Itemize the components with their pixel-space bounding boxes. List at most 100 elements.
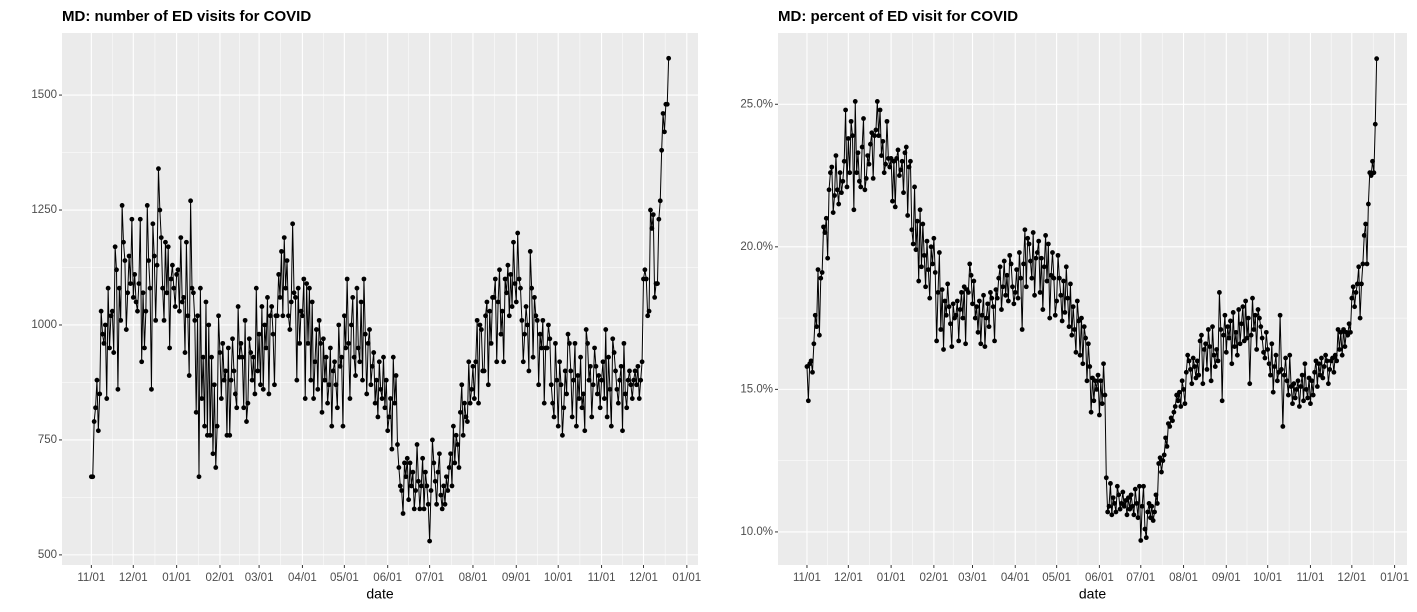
data-point — [664, 101, 670, 107]
data-point — [1113, 509, 1119, 515]
data-point — [1200, 381, 1206, 387]
data-point — [841, 158, 847, 164]
data-point — [985, 301, 991, 307]
y-tick-label: 1000 — [31, 319, 57, 331]
data-point — [369, 363, 375, 369]
data-point — [1303, 386, 1309, 392]
y-tick-label: 500 — [38, 549, 57, 561]
data-point — [967, 261, 973, 267]
data-point — [242, 317, 248, 323]
data-point — [894, 156, 900, 161]
data-point — [274, 313, 280, 319]
data-point — [156, 166, 161, 172]
data-point — [202, 423, 207, 429]
data-point — [362, 331, 368, 337]
y-tick-label: 1500 — [31, 89, 57, 101]
data-point — [1357, 315, 1363, 321]
data-point — [487, 308, 493, 314]
data-point — [1272, 364, 1277, 369]
data-point — [170, 262, 175, 268]
data-point — [1153, 492, 1159, 498]
data-point — [158, 235, 164, 241]
y-tick-label: 20.0% — [740, 241, 773, 253]
data-point — [1037, 290, 1043, 295]
data-point — [322, 377, 328, 383]
data-point — [625, 377, 631, 383]
data-point — [1177, 389, 1182, 395]
data-point — [1033, 255, 1039, 261]
data-point — [509, 304, 515, 309]
data-point — [1263, 329, 1269, 335]
data-point — [196, 474, 202, 480]
data-point — [357, 359, 363, 365]
data-point — [330, 368, 336, 374]
data-point — [1284, 378, 1290, 384]
data-point — [1262, 355, 1268, 361]
data-point — [533, 313, 539, 319]
x-tick-label: 01/01 — [877, 572, 906, 584]
x-tick-label: 03/01 — [245, 572, 274, 584]
data-point — [928, 244, 934, 250]
data-point — [1265, 347, 1271, 352]
data-point — [1084, 378, 1090, 384]
data-point — [587, 363, 593, 369]
data-point — [1130, 503, 1135, 509]
data-point — [385, 428, 391, 434]
data-point — [1092, 378, 1098, 384]
data-point — [539, 345, 544, 351]
data-point — [880, 138, 886, 144]
data-point — [1269, 341, 1275, 347]
data-point — [935, 290, 941, 295]
data-point — [428, 488, 434, 493]
data-point — [144, 203, 150, 208]
series-line — [91, 58, 670, 542]
x-tick-label: 12/01 — [1337, 572, 1366, 584]
data-point — [1182, 401, 1188, 407]
data-point — [125, 290, 131, 296]
data-point — [1287, 352, 1293, 358]
data-point — [511, 239, 516, 245]
data-point — [645, 313, 651, 319]
data-point — [399, 488, 405, 493]
data-point — [887, 164, 893, 170]
data-point — [172, 304, 178, 309]
data-point — [432, 478, 438, 484]
x-tick-label: 07/01 — [1126, 572, 1155, 584]
data-point — [270, 331, 276, 337]
data-point — [302, 396, 308, 401]
data-point — [293, 294, 298, 300]
data-point — [988, 290, 993, 295]
data-point — [1034, 250, 1040, 255]
x-tick-label: 05/01 — [330, 572, 359, 584]
data-point — [600, 359, 606, 365]
data-point — [1054, 298, 1060, 304]
data-point — [420, 455, 426, 461]
data-point — [267, 313, 273, 319]
data-point — [1208, 378, 1214, 384]
data-point — [1134, 501, 1140, 506]
data-point — [1219, 398, 1225, 404]
data-point — [1364, 261, 1370, 267]
data-point — [1099, 401, 1105, 407]
data-point — [1291, 381, 1297, 387]
data-point — [1247, 381, 1253, 387]
data-point — [815, 267, 821, 273]
x-tick-label: 10/01 — [1253, 572, 1282, 584]
data-point — [1019, 327, 1025, 332]
data-point — [1324, 358, 1330, 364]
data-point — [453, 432, 459, 438]
data-point — [136, 281, 142, 286]
data-point — [1039, 255, 1044, 261]
data-point — [1138, 538, 1144, 543]
data-point — [666, 55, 672, 61]
data-point — [445, 488, 451, 493]
data-point — [812, 312, 818, 318]
data-point — [1370, 158, 1375, 164]
data-point — [1294, 386, 1300, 392]
data-point — [130, 294, 136, 300]
data-point — [389, 446, 395, 452]
data-point — [877, 107, 883, 113]
data-point — [506, 313, 512, 319]
x-tick-label: 06/01 — [1085, 572, 1114, 584]
data-point — [431, 460, 437, 466]
